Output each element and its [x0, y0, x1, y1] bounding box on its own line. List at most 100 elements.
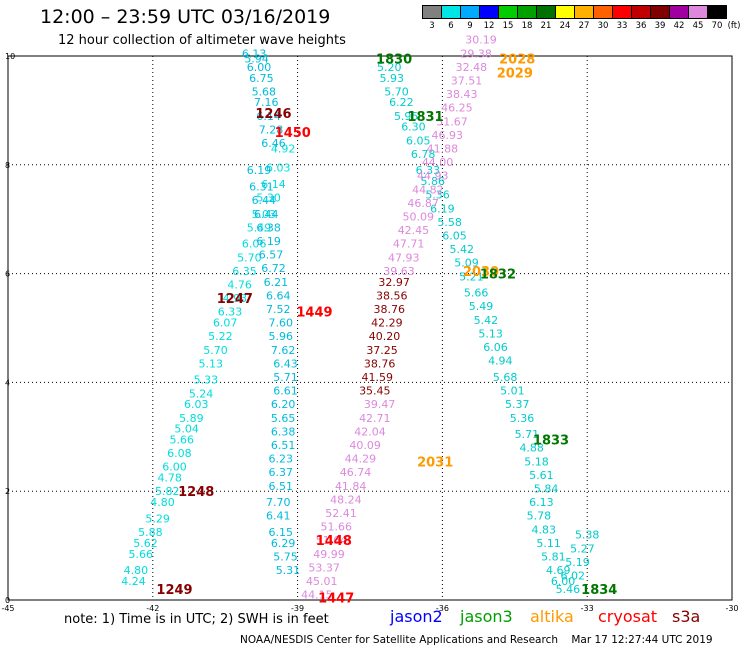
data-point-jason3: 5.01: [500, 385, 525, 398]
data-point-jason3: 5.93: [379, 72, 404, 85]
scale-label: 36: [635, 21, 647, 31]
data-point-jason3: 5.81: [541, 550, 566, 563]
y-tick-label: 4: [5, 378, 10, 387]
time-annotation: 1831: [407, 110, 443, 125]
data-point-jason3: 4.94: [488, 355, 513, 368]
data-point-s3a: 7.60: [268, 317, 293, 330]
data-point-s3a: 6.21: [264, 276, 289, 289]
data-point-s3a: 6.35: [232, 265, 257, 278]
y-tick-label: 2: [5, 487, 10, 496]
data-point-cryosat: 42.29: [371, 317, 403, 330]
data-point-jason3: 6.06: [483, 341, 508, 354]
data-point-s3a: 5.66: [170, 434, 195, 447]
time-annotation: 2028: [499, 53, 535, 68]
time-annotation: 1248: [178, 485, 214, 500]
time-annotation: 1447: [318, 591, 354, 606]
time-annotation: 1830: [376, 53, 412, 68]
y-tick-label: 0: [5, 596, 10, 605]
data-point-s3a: 5.22: [208, 330, 233, 343]
data-point-s3a: 5.24: [189, 387, 214, 400]
time-annotation: 1832: [480, 268, 516, 283]
scale-label: 21: [540, 21, 552, 31]
data-point-jason3: 5.09: [454, 257, 479, 270]
time-annotation: 1247: [217, 292, 253, 307]
data-point-s3a: 6.15: [268, 526, 293, 539]
data-point-s3a: 6.44: [252, 194, 277, 207]
x-tick-label: -30: [725, 604, 738, 613]
data-point-s3a: 5.82: [155, 485, 180, 498]
scale-label: 9: [467, 21, 473, 31]
scale-unit: (ft): [727, 21, 740, 31]
data-point-s3a: 5.13: [198, 357, 223, 370]
data-point-s3a: 6.19: [256, 235, 281, 248]
data-point-jason3: 4.69: [546, 564, 571, 577]
y-tick-label: 8: [5, 161, 10, 170]
data-point-s3a: 4.24: [121, 575, 146, 588]
data-point-jason3: 5.18: [524, 455, 549, 468]
y-tick-label: 10: [5, 52, 15, 61]
data-point-s3a: 7.28: [259, 123, 284, 136]
data-point-s3a: 6.37: [268, 466, 293, 479]
data-point-cryosat: 32.97: [378, 276, 410, 289]
data-point-cryosat: 37.25: [366, 344, 398, 357]
data-point-s3a: 6.03: [266, 162, 291, 175]
data-point-s3a: 6.20: [271, 398, 296, 411]
data-point-cryosat: 32.48: [456, 61, 488, 74]
data-point-s3a: 4.76: [227, 278, 252, 291]
data-point-s3a: 7.70: [266, 496, 291, 509]
credit-line: NOAA/NESDIS Center for Satellite Applica…: [240, 634, 713, 646]
data-point-cryosat: 49.99: [313, 548, 345, 561]
data-point-s3a: 6.13: [242, 47, 267, 60]
data-point-s3a: 5.66: [128, 548, 153, 561]
data-point-cryosat: 51.64: [316, 534, 348, 547]
data-point-s3a: 5.70: [203, 344, 228, 357]
time-annotation: 2031: [417, 455, 453, 470]
scale-label: 27: [578, 21, 590, 31]
data-point-s3a: 6.38: [256, 221, 281, 234]
time-annotation: 1246: [255, 107, 291, 122]
data-point-cryosat: 40.09: [349, 439, 381, 452]
data-point-cryosat: 40.20: [369, 330, 401, 343]
data-point-cryosat: 44.82: [412, 183, 444, 196]
data-point-cryosat: 42.71: [359, 412, 391, 425]
data-point-jason3: 6.22: [389, 96, 414, 109]
data-point-jason3: 5.21: [459, 270, 484, 283]
data-point-s3a: 6.00: [247, 61, 272, 74]
data-point-jason3: 6.05: [442, 230, 467, 243]
data-point-cryosat: 38.76: [374, 303, 406, 316]
data-point-s3a: 5.29: [145, 512, 170, 525]
data-point-cryosat: 46.87: [407, 197, 439, 210]
data-point-s3a: 5.31: [276, 564, 301, 577]
data-point-s3a: 7.62: [271, 344, 296, 357]
data-point-cryosat: 45.01: [306, 575, 338, 588]
data-point-s3a: 5.96: [268, 330, 293, 343]
data-point-s3a: 6.31: [249, 181, 274, 194]
scale-label: 12: [483, 21, 495, 31]
footnote: note: 1) Time is in UTC; 2) SWH is in fe…: [64, 612, 329, 627]
data-point-s3a: 7.16: [254, 96, 279, 109]
data-point-s3a: 6.14: [261, 178, 286, 191]
data-point-s3a: 5.03: [252, 208, 277, 221]
data-point-cryosat: 48.24: [330, 493, 362, 506]
scale-label: 15: [502, 21, 514, 31]
data-point-cryosat: 41.88: [427, 142, 459, 155]
scale-label: 18: [521, 21, 533, 31]
data-point-s3a: 6.03: [184, 398, 209, 411]
data-point-jason3: 6.33: [416, 164, 441, 177]
data-point-cryosat: 37.51: [451, 74, 483, 87]
x-tick-label: -33: [581, 604, 594, 613]
scale-label: 70: [711, 21, 723, 31]
data-point-cryosat: 44.29: [345, 453, 377, 466]
data-point-s3a: 5.89: [179, 412, 204, 425]
scale-label: 6: [448, 21, 454, 31]
data-point-jason3: 5.70: [384, 85, 409, 98]
time-annotation: 1833: [533, 434, 569, 449]
data-point-jason3: 5.58: [437, 216, 462, 229]
data-point-jason3: 5.27: [570, 542, 595, 555]
data-point-s3a: 5.30: [256, 191, 281, 204]
data-point-cryosat: 38.56: [376, 289, 408, 302]
data-point-jason3: 5.37: [505, 398, 530, 411]
data-point-s3a: 6.29: [271, 537, 296, 550]
scale-label: 24: [559, 21, 571, 31]
